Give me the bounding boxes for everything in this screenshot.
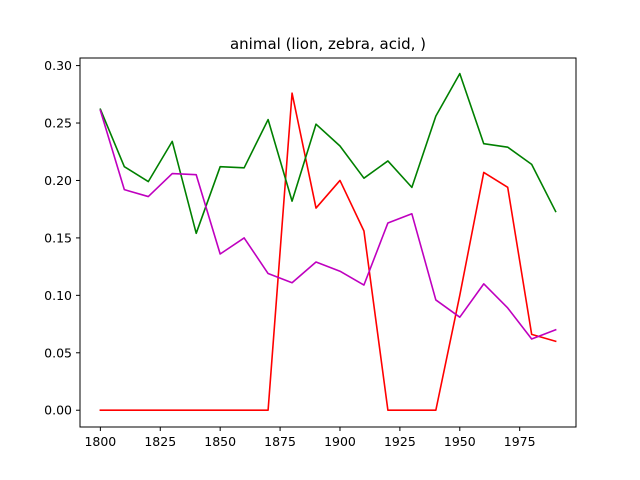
- x-axis: 1800 1825 1850 1875 1900 1925 1950 1975: [84, 427, 536, 449]
- y-tick-label: 0.30: [44, 58, 72, 73]
- y-tick-label: 0.05: [44, 345, 72, 360]
- x-tick-label: 1875: [264, 434, 296, 449]
- x-tick-label: 1925: [384, 434, 416, 449]
- y-tick-label: 0.15: [44, 230, 72, 245]
- x-tick-label: 1850: [204, 434, 236, 449]
- series-line-2: [99, 72, 557, 235]
- x-tick-label: 1800: [84, 434, 116, 449]
- y-axis: 0.00 0.05 0.10 0.15 0.20 0.25 0.30: [44, 58, 80, 418]
- x-tick-label: 1950: [444, 434, 476, 449]
- series-line-3: [99, 109, 557, 340]
- x-tick-label: 1975: [504, 434, 536, 449]
- y-tick-label: 0.00: [44, 403, 72, 418]
- plot-frame: [79, 57, 577, 428]
- y-tick-label: 0.20: [44, 173, 72, 188]
- series-layer: [99, 72, 557, 412]
- x-tick-label: 1825: [144, 434, 176, 449]
- chart-title: animal (lion, zebra, acid, ): [230, 35, 426, 53]
- y-tick-label: 0.10: [44, 288, 72, 303]
- x-tick-label: 1900: [324, 434, 356, 449]
- series-line-1: [99, 92, 557, 412]
- y-tick-label: 0.25: [44, 116, 72, 131]
